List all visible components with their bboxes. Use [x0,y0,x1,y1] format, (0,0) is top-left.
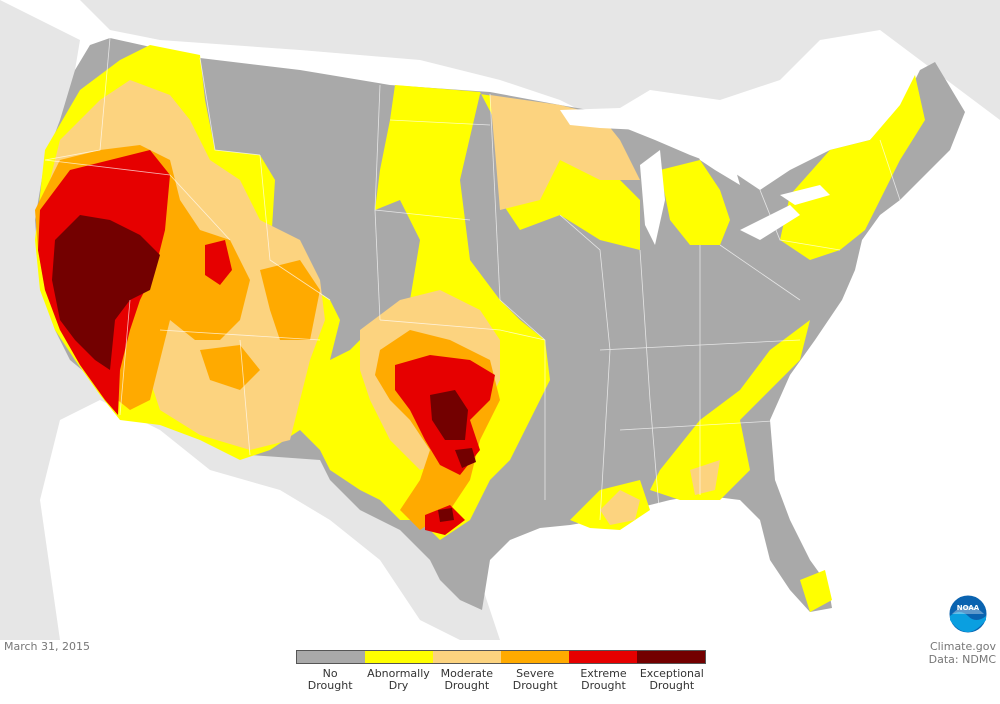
drought-map [0,0,1000,640]
legend-label-moderate: Moderate Drought [440,667,493,692]
legend-color-bar [296,650,706,664]
noaa-logo-text: NOAA [957,604,980,612]
legend-swatch-abnormally-dry [365,651,433,663]
legend-label-severe: Severe Drought [512,667,558,692]
legend-label-extreme: Extreme Drought [580,667,627,692]
legend-swatch-no-drought [297,651,365,663]
map-credit: Climate.gov Data: NDMC [929,640,996,666]
legend-labels: No Drought Abnormally Dry Moderate Drought … [296,668,706,692]
map-date: March 31, 2015 [4,640,91,653]
map-footer: March 31, 2015 Climate.gov Data: NDMC No… [0,640,1000,704]
legend-swatch-moderate [433,651,501,663]
credit-data: Data: NDMC [928,653,996,666]
legend-label-abnormally-dry: Abnormally Dry [367,667,430,692]
legend-swatch-exceptional [637,651,705,663]
legend-label-no-drought: No Drought [307,667,353,692]
state-boundaries [44,37,901,521]
legend-swatch-extreme [569,651,637,663]
canada-mexico-landmass [0,0,1000,640]
legend-label-exceptional: Exceptional Drought [639,667,704,692]
credit-source: Climate.gov [929,640,996,653]
exceptional-drought-areas [52,215,476,522]
drought-legend: No Drought Abnormally Dry Moderate Drought … [296,650,706,692]
noaa-logo: NOAA [948,594,988,634]
great-lakes [560,108,830,245]
legend-swatch-severe [501,651,569,663]
